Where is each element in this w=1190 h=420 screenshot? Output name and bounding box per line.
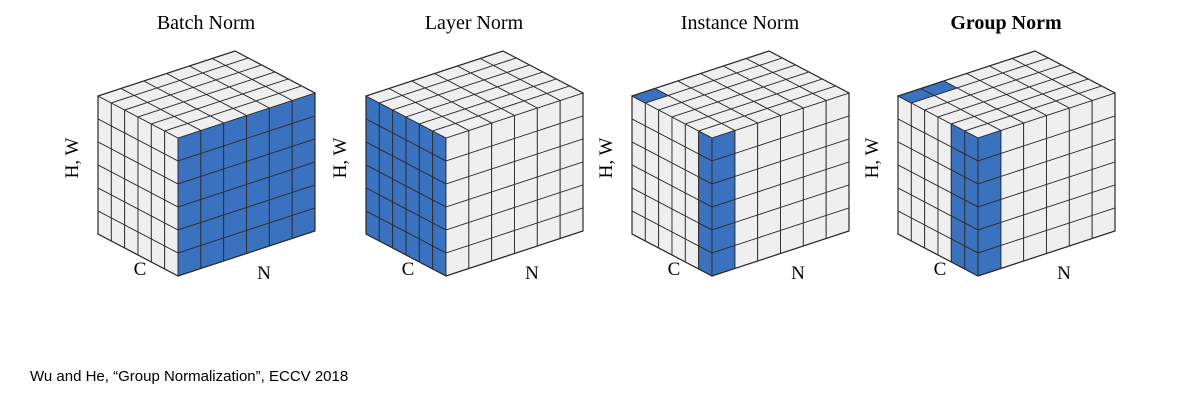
panel-title: Batch Norm xyxy=(157,12,256,34)
axis-label-hw: H, W xyxy=(330,138,351,179)
axis-label-n: N xyxy=(1057,263,1071,284)
cube-outline xyxy=(97,50,316,277)
cube-outline xyxy=(365,50,584,277)
panel-title: Layer Norm xyxy=(425,12,524,34)
axis-label-c: C xyxy=(402,259,415,280)
citation-caption: Wu and He, “Group Normalization”, ECCV 2… xyxy=(30,368,349,385)
axis-label-hw: H, W xyxy=(62,138,83,179)
cube-outline xyxy=(631,50,850,277)
cube-instance-norm: Instance Norm H, W C N xyxy=(596,12,851,284)
cube-group-norm: Group Norm H, W C N xyxy=(862,12,1117,284)
cube-outline xyxy=(897,50,1116,277)
cube-cell xyxy=(431,123,470,139)
axis-label-c: C xyxy=(668,259,681,280)
axis-label-hw: H, W xyxy=(596,138,617,179)
axis-label-c: C xyxy=(134,259,147,280)
axis-label-n: N xyxy=(257,263,271,284)
cube-cell xyxy=(163,123,202,139)
axis-label-n: N xyxy=(525,263,539,284)
axis-label-c: C xyxy=(934,259,947,280)
cube-batch-norm: Batch Norm H, W C N xyxy=(62,12,317,284)
panel-title: Instance Norm xyxy=(681,12,800,34)
axis-label-n: N xyxy=(791,263,805,284)
panel-title: Group Norm xyxy=(950,12,1062,34)
cube-layer-norm: Layer Norm H, W C N xyxy=(330,12,585,284)
axis-label-hw: H, W xyxy=(862,138,883,179)
